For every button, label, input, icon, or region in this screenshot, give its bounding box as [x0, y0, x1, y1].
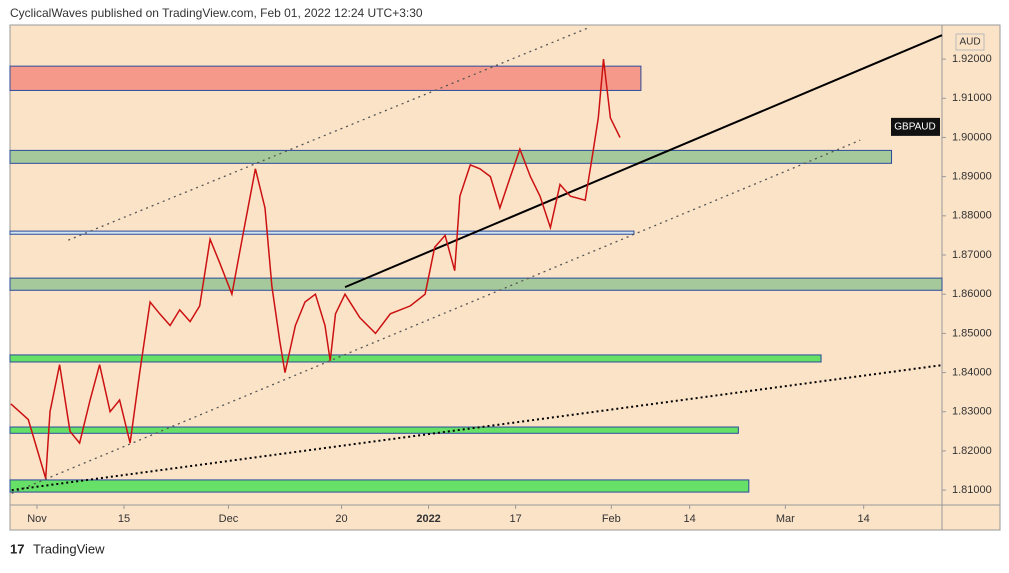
price-label-box	[891, 117, 940, 136]
logo: 17	[10, 541, 24, 556]
y-tick-label: 1.81000	[952, 484, 992, 496]
price-line	[10, 59, 621, 479]
zone	[9, 277, 943, 291]
zone	[9, 354, 822, 363]
x-tick-label: Feb	[602, 513, 621, 525]
chart-background	[9, 24, 1001, 531]
y-tick-label: 1.90000	[952, 131, 992, 143]
zone	[9, 230, 635, 235]
price-label: GBPAUD	[894, 122, 936, 133]
trendline	[68, 26, 591, 241]
trendline	[344, 34, 943, 289]
zone	[9, 65, 642, 91]
y-tick-label: 1.88000	[952, 210, 992, 222]
footer-text: TradingView	[33, 541, 105, 556]
y-tick-label: 1.84000	[952, 366, 992, 378]
y-tick-label: 1.89000	[952, 171, 992, 183]
trendline	[11, 364, 943, 492]
y-tick-label: 1.85000	[952, 327, 992, 339]
currency: AUD	[959, 37, 980, 48]
x-tick-label: 2022	[416, 513, 440, 525]
y-tick-label: 1.91000	[952, 92, 992, 104]
y-tick-label: 1.82000	[952, 445, 992, 457]
x-tick-label: 14	[858, 513, 870, 525]
x-tick-label: 17	[509, 513, 521, 525]
x-tick-label: Mar	[776, 513, 795, 525]
header-text: CyclicalWaves published on TradingView.c…	[10, 6, 423, 20]
zone	[9, 426, 739, 434]
x-tick-label: Nov	[27, 513, 47, 525]
zone	[9, 149, 893, 164]
currency-box	[955, 33, 985, 51]
y-tick-label: 1.87000	[952, 249, 992, 261]
zone	[9, 479, 750, 493]
y-tick-label: 1.92000	[952, 53, 992, 65]
y-tick-label: 1.83000	[952, 406, 992, 418]
x-tick-label: 15	[118, 513, 130, 525]
x-tick-label: 20	[335, 513, 347, 525]
x-tick-label: Dec	[219, 513, 239, 525]
x-tick-label: 14	[684, 513, 696, 525]
y-tick-label: 1.86000	[952, 288, 992, 300]
